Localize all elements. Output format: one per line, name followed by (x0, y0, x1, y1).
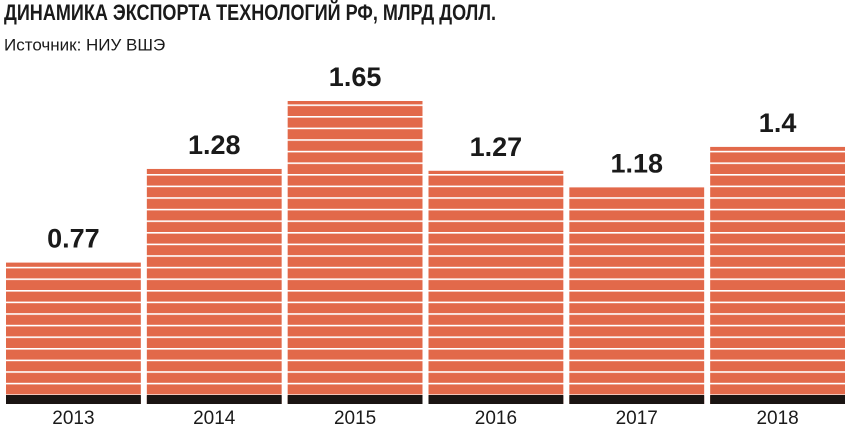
bar (6, 262, 141, 404)
x-tick-label: 2015 (334, 408, 376, 429)
value-label: 1.27 (470, 132, 523, 162)
chart-title: ДИНАМИКА ЭКСПОРТА ТЕХНОЛОГИЙ РФ, МЛРД ДО… (4, 0, 496, 25)
bar (710, 146, 845, 404)
bar (287, 101, 423, 404)
bar (428, 170, 564, 404)
x-tick-label: 2018 (756, 408, 798, 429)
chart-subtitle: Источник: НИУ ВШЭ (4, 35, 165, 54)
value-label: 1.18 (610, 148, 663, 178)
bar-base (287, 395, 423, 404)
x-tick-label: 2016 (475, 408, 517, 429)
x-tick-label: 2017 (616, 408, 658, 429)
x-tick-label: 2013 (52, 408, 94, 429)
bar-base (6, 395, 141, 404)
x-tick-label: 2014 (193, 408, 236, 429)
value-label: 1.65 (329, 62, 382, 92)
value-label: 1.4 (759, 108, 797, 138)
bar-base (428, 395, 564, 404)
value-label: 0.77 (47, 224, 100, 254)
bar-base (569, 395, 705, 404)
bar-base (146, 395, 282, 404)
bar (146, 168, 282, 404)
bar (569, 187, 705, 404)
bar-base (710, 395, 845, 404)
value-label: 1.28 (188, 130, 241, 160)
